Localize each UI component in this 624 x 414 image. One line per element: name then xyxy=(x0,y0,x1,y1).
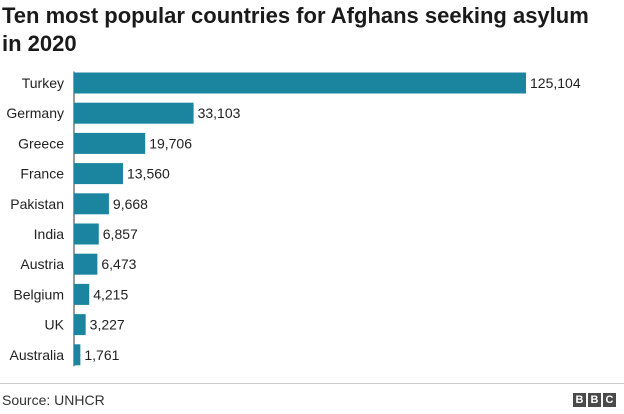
footer-divider xyxy=(0,383,624,384)
category-label: Pakistan xyxy=(10,196,64,212)
category-label: Germany xyxy=(6,105,64,121)
category-label: India xyxy=(34,226,65,242)
bar xyxy=(74,72,526,94)
bar xyxy=(74,193,109,215)
bar xyxy=(74,253,98,275)
value-label: 4,215 xyxy=(93,286,128,302)
value-label: 1,761 xyxy=(84,347,119,363)
bar-chart: Turkey Germany Greece France Pakistan India Au… xyxy=(6,71,581,367)
logo-letter: B xyxy=(588,393,601,407)
bar xyxy=(74,132,146,154)
value-label: 19,706 xyxy=(149,135,192,151)
category-label: France xyxy=(20,166,64,182)
value-label: 33,103 xyxy=(198,105,241,121)
value-label: 6,473 xyxy=(101,256,136,272)
value-label: 13,560 xyxy=(127,166,170,182)
logo-letter: C xyxy=(603,393,616,407)
bar xyxy=(74,283,90,305)
category-label: Belgium xyxy=(13,286,64,302)
source-note: Source: UNHCR xyxy=(2,392,105,408)
bar xyxy=(74,102,194,124)
category-labels: Turkey Germany Greece France Pakistan India Au… xyxy=(6,75,64,363)
bar xyxy=(74,163,123,185)
bars xyxy=(74,72,526,366)
category-label: Turkey xyxy=(22,75,64,91)
bar xyxy=(74,344,81,366)
value-label: 3,227 xyxy=(90,317,125,333)
category-label: UK xyxy=(45,317,65,333)
value-label: 125,104 xyxy=(530,75,581,91)
bar xyxy=(74,223,99,245)
category-label: Greece xyxy=(18,135,64,151)
value-label: 6,857 xyxy=(103,226,138,242)
category-label: Austria xyxy=(20,256,64,272)
bbc-logo: B B C xyxy=(573,393,616,407)
chart-title: Ten most popular countries for Afghans s… xyxy=(2,3,589,56)
logo-letter: B xyxy=(573,393,586,407)
bar xyxy=(74,314,86,336)
value-label: 9,668 xyxy=(113,196,148,212)
category-label: Australia xyxy=(10,347,65,363)
value-labels: 125,104 33,103 19,706 13,560 9,668 6,857 6,473… xyxy=(84,75,580,363)
